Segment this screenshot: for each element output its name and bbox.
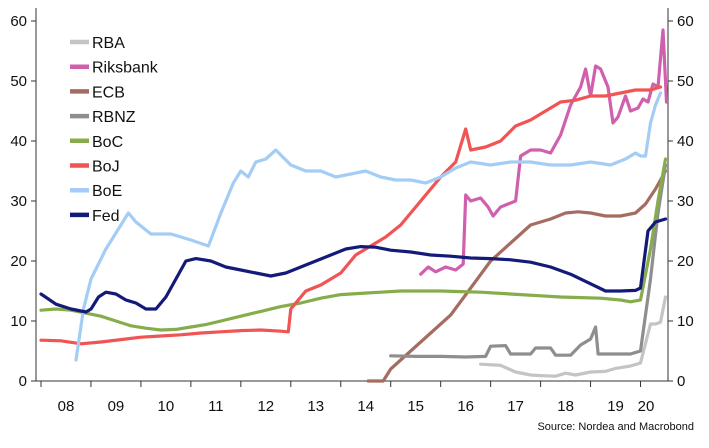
y-tick-label-left: 0 — [19, 373, 27, 390]
y-tick-label-right: 20 — [677, 253, 694, 270]
series-line-boc — [39, 157, 668, 332]
series-line-rbnz — [389, 163, 668, 359]
x-tick-label: 08 — [58, 398, 75, 415]
y-tick-label-right: 50 — [677, 73, 694, 90]
series-line-rba — [479, 295, 668, 378]
y-tick-label-right: 30 — [677, 193, 694, 210]
series-line-boe — [74, 91, 663, 362]
x-tick-label: 19 — [607, 398, 624, 415]
x-tick-label: 09 — [108, 398, 125, 415]
series-line-riksbank — [419, 28, 669, 276]
source-note: Source: Nordea and Macrobond — [537, 421, 694, 433]
legend-label-boc: BoC — [92, 134, 123, 151]
x-tick-label: 17 — [507, 398, 524, 415]
y-tick-label-left: 20 — [10, 253, 27, 270]
x-tick-label: 20 — [638, 398, 655, 415]
x-ticks: 08 09 10 11 12 13 14 15 16 17 18 19 20 — [40, 381, 655, 415]
y-ticks: 0 0 10 10 20 20 30 30 40 40 50 50 60 60 — [10, 13, 693, 390]
y-tick-label-left: 30 — [10, 193, 27, 210]
legend-label-rba: RBA — [92, 35, 125, 52]
y-tick-label-right: 60 — [677, 13, 694, 30]
x-tick-label: 12 — [257, 398, 274, 415]
series-line-boj — [39, 85, 663, 346]
x-tick-label: 16 — [457, 398, 474, 415]
series-line-fed — [39, 217, 668, 314]
legend-label-riksbank: Riksbank — [92, 60, 159, 77]
legend-label-boj: BoJ — [92, 159, 120, 176]
x-tick-label: 11 — [208, 398, 224, 415]
x-tick-label: 18 — [557, 398, 574, 415]
legend-label-ecb: ECB — [92, 84, 125, 101]
legend-label-rbnz: RBNZ — [92, 109, 136, 126]
series-lines — [39, 28, 669, 383]
y-tick-label-left: 50 — [10, 73, 27, 90]
legend-label-boe: BoE — [92, 183, 122, 200]
y-tick-label-right: 10 — [677, 313, 694, 330]
legend-label-fed: Fed — [92, 208, 120, 225]
y-tick-label-left: 10 — [10, 313, 27, 330]
x-tick-label: 10 — [158, 398, 175, 415]
series-line-ecb — [366, 169, 668, 383]
y-tick-label-right: 0 — [677, 373, 685, 390]
y-tick-label-left: 60 — [10, 13, 27, 30]
x-tick-label: 13 — [307, 398, 324, 415]
legend: RBA Riksbank ECB RBNZ BoC BoJ BoE Fed — [70, 35, 159, 225]
x-tick-label: 14 — [357, 398, 374, 415]
x-tick-label: 15 — [407, 398, 424, 415]
y-tick-label-right: 40 — [677, 133, 694, 150]
y-tick-label-left: 40 — [10, 133, 27, 150]
